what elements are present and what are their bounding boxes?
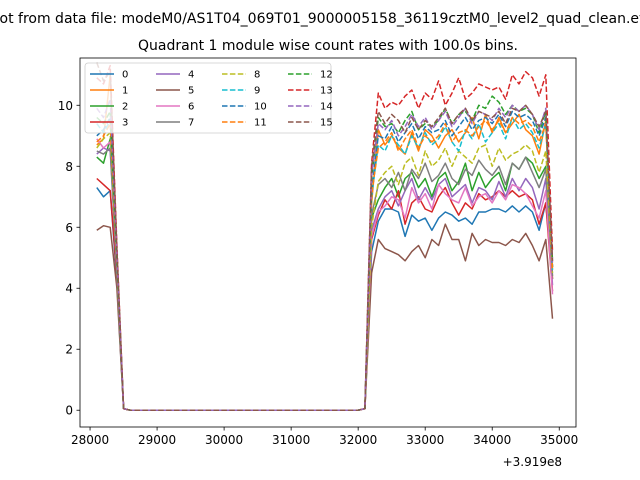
legend-label-2: 2	[122, 102, 128, 113]
plot-area	[96, 62, 554, 411]
legend-label-6: 6	[188, 102, 194, 113]
x-tick-label-35000: 35000	[540, 433, 578, 447]
legend-label-15: 15	[320, 118, 333, 129]
legend-label-10: 10	[254, 102, 267, 113]
x-tick-label-29000: 29000	[138, 433, 176, 447]
chart-title: Quadrant 1 module wise count rates with …	[138, 38, 518, 54]
legend-box	[84, 62, 332, 134]
legend-label-11: 11	[254, 118, 267, 129]
legend-label-8: 8	[254, 70, 260, 81]
y-tick-label-8: 8	[65, 160, 73, 174]
x-tick-label-30000: 30000	[205, 433, 243, 447]
series-line-15	[96, 62, 554, 411]
figure-suptitle: Plot from data file: modeM0/AS1T04_069T0…	[0, 11, 640, 27]
legend-label-0: 0	[122, 70, 128, 81]
y-tick-label-4: 4	[65, 282, 73, 296]
x-tick-label-34000: 34000	[473, 433, 511, 447]
x-tick-label-31000: 31000	[272, 433, 310, 447]
legend-label-4: 4	[188, 70, 194, 81]
y-tick-label-2: 2	[65, 343, 73, 357]
axes: 28000 29000 30000 31000 32000 33000 34000 35000…	[58, 57, 578, 447]
x-offset-label: +3.919e8	[503, 455, 562, 469]
y-tick-label-6: 6	[65, 221, 73, 235]
axes-frame	[79, 57, 577, 428]
legend-label-3: 3	[122, 118, 128, 129]
legend-label-14: 14	[320, 102, 333, 113]
legend-label-9: 9	[254, 86, 260, 97]
legend-label-13: 13	[320, 86, 333, 97]
x-tick-label-32000: 32000	[339, 433, 377, 447]
y-tick-label-10: 10	[58, 99, 73, 113]
legend-label-5: 5	[188, 86, 194, 97]
x-tick-label-33000: 33000	[406, 433, 444, 447]
legend-label-1: 1	[122, 86, 128, 97]
legend-label-7: 7	[188, 118, 194, 129]
legend-label-12: 12	[320, 70, 333, 81]
y-tick-label-0: 0	[65, 404, 73, 418]
x-tick-label-28000: 28000	[71, 433, 109, 447]
